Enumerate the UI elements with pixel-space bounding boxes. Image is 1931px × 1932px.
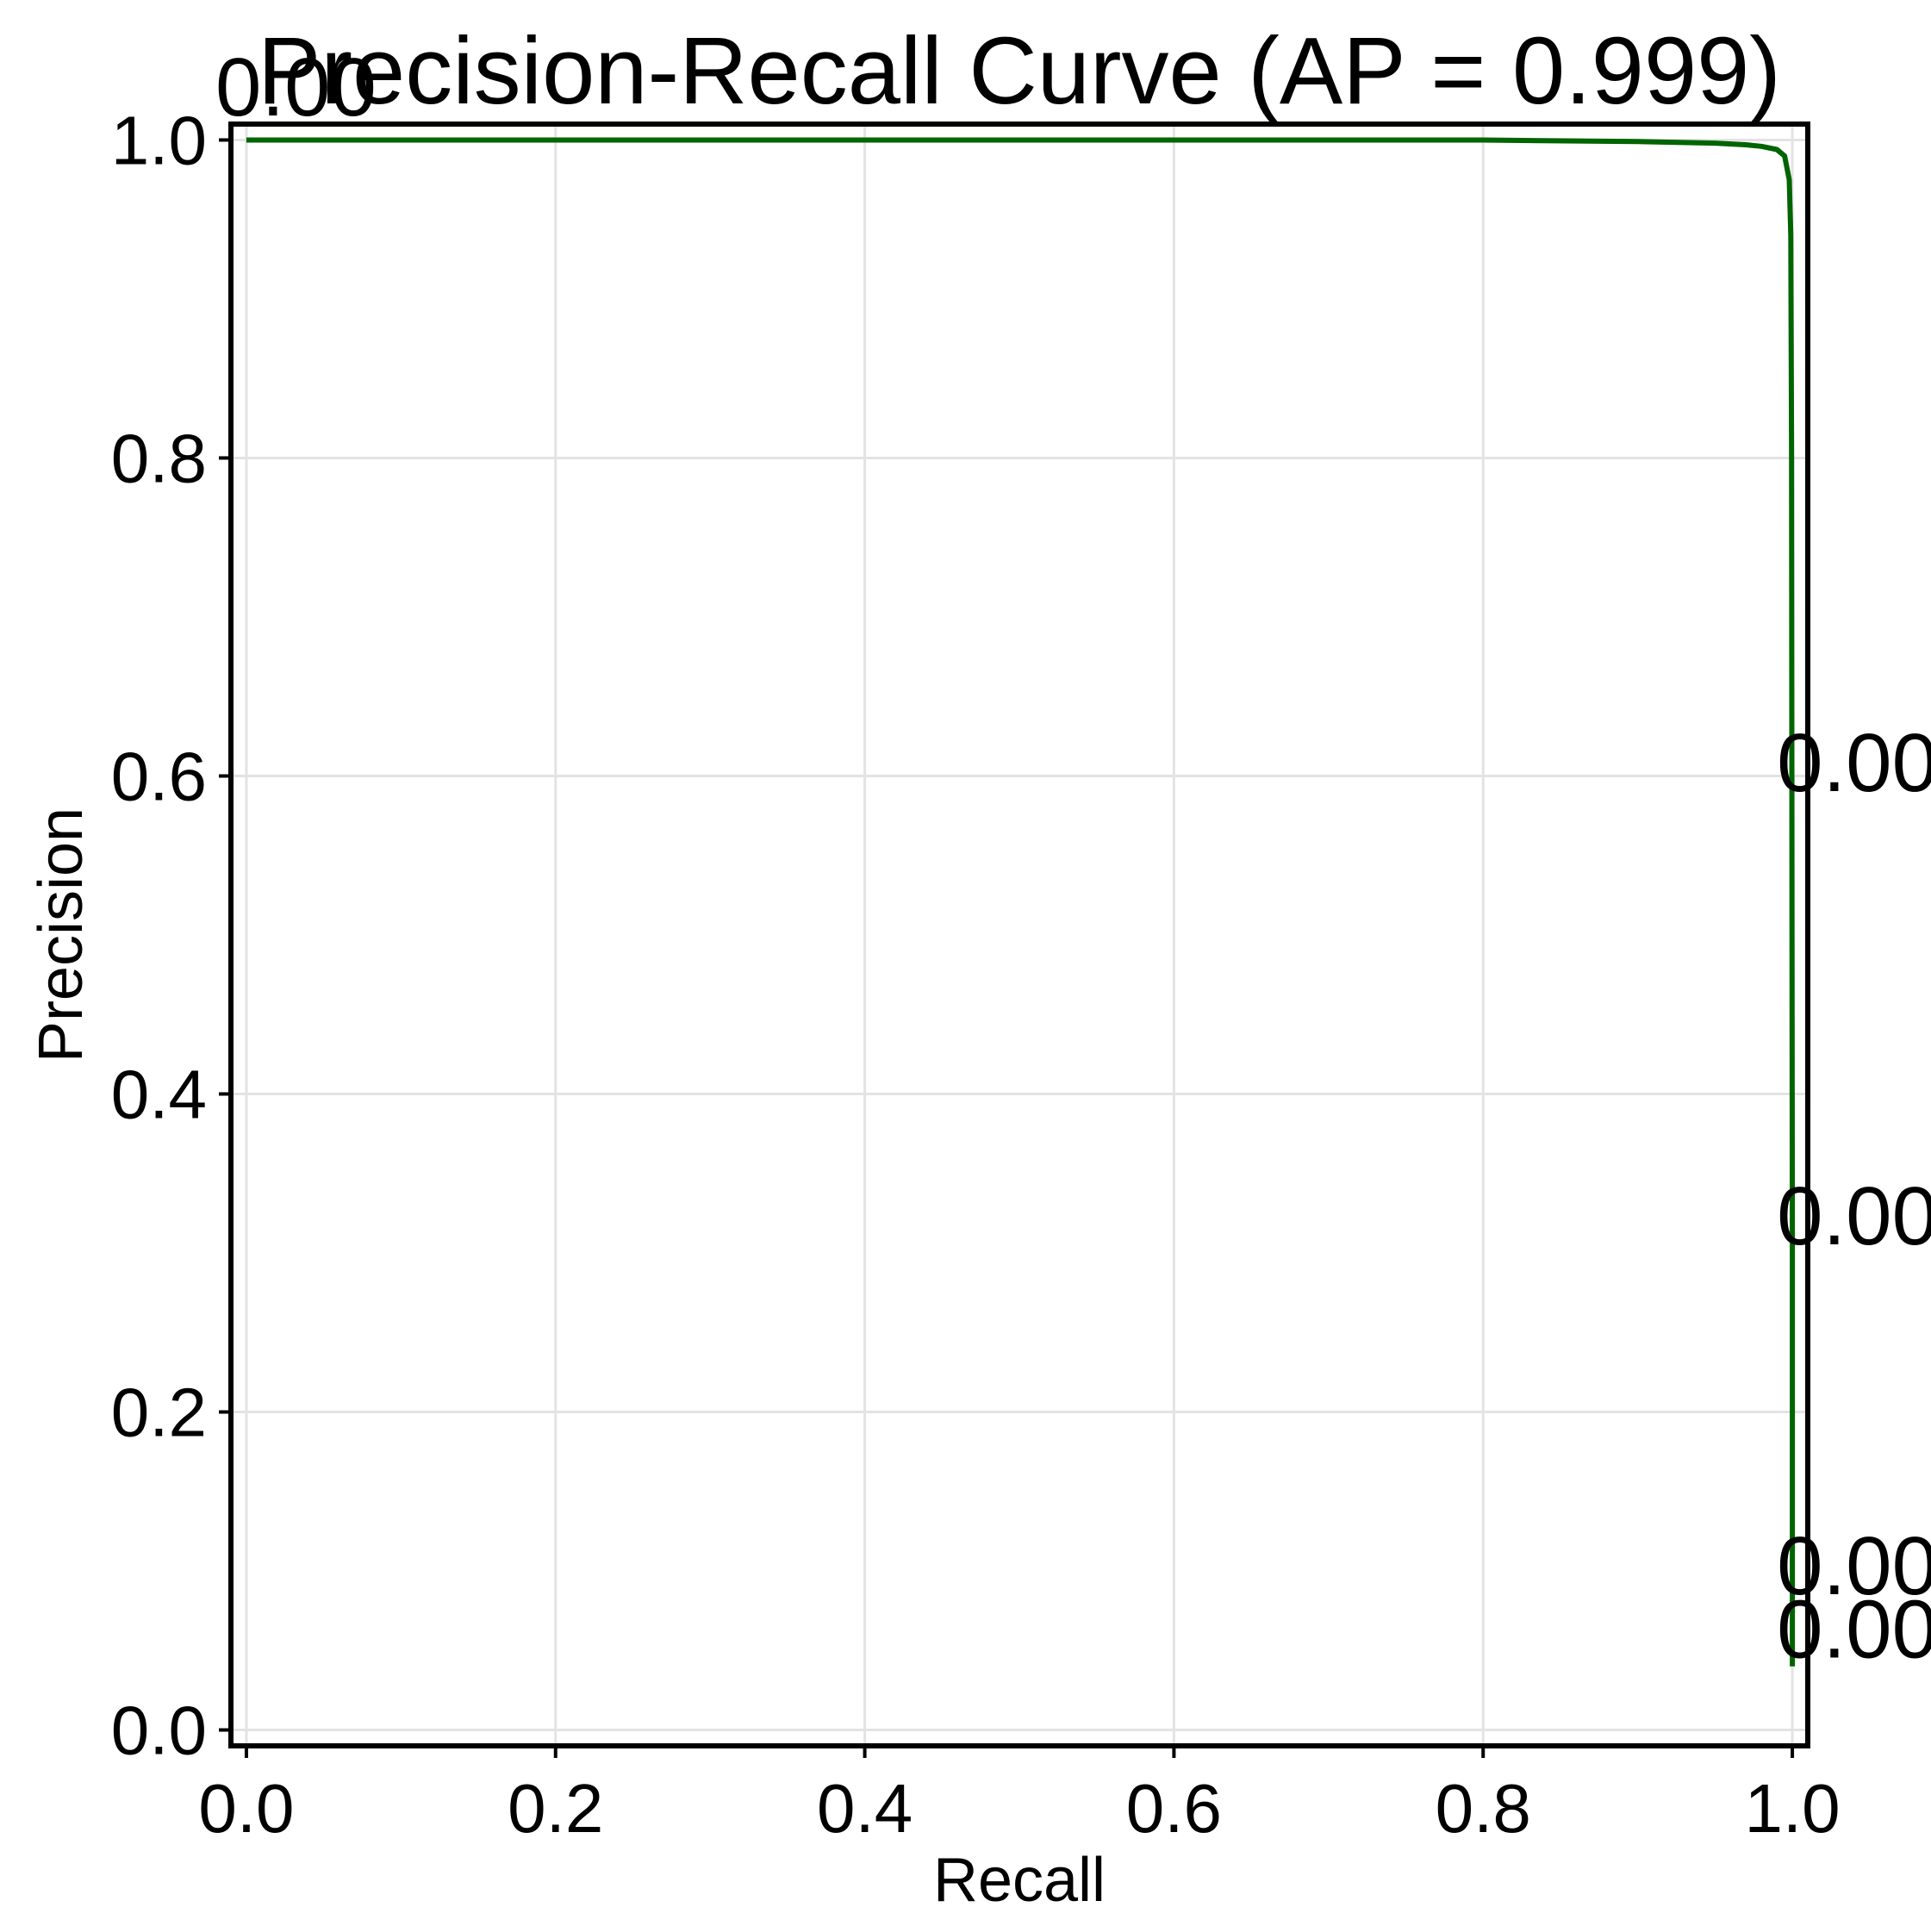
x-tick-label: 0.0 [198,1770,294,1847]
threshold-annotation: 0.00 [215,41,377,134]
y-tick-label: 0.0 [111,1692,207,1769]
pr-curve-line [246,137,1796,1667]
ticks: 0.0 0.2 0.4 0.6 0.8 1.0 0.0 0.2 0.4 0.6 0.8 1.0 [111,102,1841,1847]
y-tick-label: 1.0 [111,102,207,178]
x-tick-label: 0.2 [508,1770,603,1847]
annotations: 0.000.000.000.000.00 [215,41,1931,1676]
chart-title: Precision-Recall Curve (AP = 0.999) [258,18,1781,124]
grid [231,124,1808,1746]
threshold-annotation: 0.00 [1777,1584,1931,1676]
x-tick-label: 0.4 [817,1770,913,1847]
curve-layer [246,137,1796,1667]
y-axis-label: Precision [27,807,96,1063]
threshold-annotation: 0.00 [1777,1170,1931,1262]
y-tick-label: 0.6 [111,738,207,814]
x-axis-label: Recall [933,1846,1106,1915]
y-tick-label: 0.8 [111,420,207,496]
threshold-annotation: 0.00 [1777,1520,1931,1612]
y-tick-label: 0.2 [111,1374,207,1451]
axes-frame [228,122,1810,1748]
x-tick-label: 0.6 [1126,1770,1222,1847]
threshold-annotation: 0.00 [1777,717,1931,809]
y-tick-label: 0.4 [111,1056,207,1133]
x-tick-label: 0.8 [1436,1770,1531,1847]
x-tick-label: 1.0 [1744,1770,1840,1847]
